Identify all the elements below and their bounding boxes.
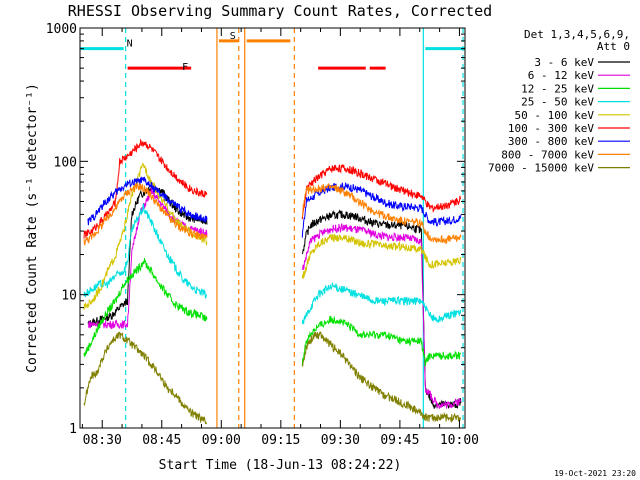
series-line-5-seg1 — [83, 138, 208, 239]
legend-header-0: Det 1,3,4,5,6,9, — [524, 28, 630, 41]
x-tick-label-1: 08:45 — [142, 433, 181, 448]
series-line-4-seg1 — [83, 163, 208, 311]
x-tick-label-3: 09:15 — [261, 433, 300, 448]
x-tick-label-6: 10:00 — [440, 433, 479, 448]
y-tick-label-1: 10 — [61, 289, 77, 304]
series-line-8-seg1 — [83, 331, 207, 425]
legend-label-0: 3 - 6 keV — [534, 56, 594, 69]
series-line-5-seg2 — [301, 164, 462, 220]
legend-label-2: 12 - 25 keV — [521, 82, 594, 95]
series-line-3-seg1 — [83, 203, 207, 299]
series-line-6-seg2 — [301, 182, 462, 238]
y-tick-label-3: 1000 — [46, 22, 77, 37]
series-line-2-seg1 — [83, 257, 208, 358]
series-line-7-seg1 — [83, 182, 208, 247]
series-line-1-seg2 — [301, 223, 462, 409]
series-line-0-seg1 — [87, 183, 208, 327]
x-tick-label-5: 09:45 — [380, 433, 419, 448]
x-tick-label-2: 09:00 — [202, 433, 241, 448]
series-line-3-seg2 — [301, 281, 462, 325]
legend-label-6: 300 - 800 keV — [508, 135, 594, 148]
y-tick-label-2: 100 — [54, 155, 77, 170]
plot-area: N F S — [80, 28, 465, 428]
series-line-8-seg2 — [301, 331, 462, 424]
legend-label-8: 7000 - 15000 keV — [488, 162, 594, 175]
plot-frame — [79, 27, 466, 429]
legend-label-7: 800 - 7000 keV — [501, 148, 594, 161]
series-line-2-seg2 — [301, 315, 462, 367]
series-line-6-seg1 — [87, 176, 208, 226]
chart-title: RHESSI Observing Summary Count Rates, Co… — [68, 2, 492, 20]
legend-label-4: 50 - 100 keV — [515, 109, 595, 122]
series-line-0-seg2 — [301, 209, 462, 409]
series-line-7-seg2 — [301, 183, 462, 245]
legend-label-5: 100 - 300 keV — [508, 122, 594, 135]
state-label-n: N — [127, 39, 133, 50]
y-axis-label: Corrected Count Rate (s⁻¹ detector⁻¹) — [25, 83, 40, 373]
series-line-1-seg1 — [87, 187, 208, 330]
series-line-4-seg2 — [301, 234, 462, 279]
x-tick-label-4: 09:30 — [321, 433, 360, 448]
legend-label-3: 25 - 50 keV — [521, 96, 594, 109]
x-axis-label: Start Time (18-Jun-13 08:24:22) — [159, 458, 402, 473]
x-tick-label-0: 08:30 — [83, 433, 122, 448]
y-tick-label-0: 1 — [69, 422, 77, 437]
legend-header-1: Att 0 — [597, 40, 630, 53]
state-label-f: F — [182, 62, 188, 73]
state-label-s: S — [230, 31, 236, 42]
axes: 08:30 08:45 09:00 09:15 09:30 09:45 10:00 1 10 10… — [46, 22, 479, 448]
timestamp: 19-Oct-2021 23:20 — [554, 469, 636, 478]
legend-label-1: 6 - 12 keV — [528, 69, 595, 82]
